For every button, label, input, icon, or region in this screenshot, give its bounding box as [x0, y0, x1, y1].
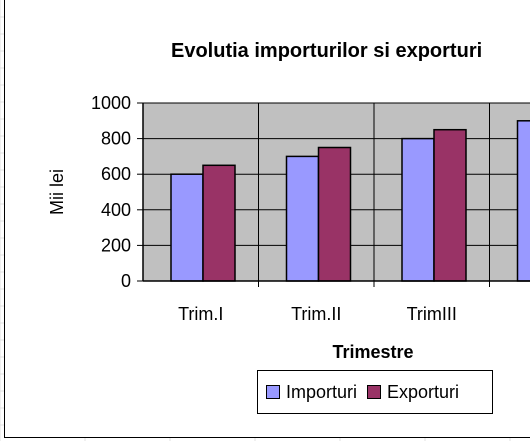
chart-object[interactable]: Evolutia importurilor si exporturi 1000 8…: [4, 0, 530, 438]
y-tick-label: 400: [101, 200, 131, 220]
y-tick-label: 600: [101, 164, 131, 184]
bar-exporturi-1: [317, 146, 352, 282]
bar-importuri-2: [401, 137, 435, 282]
bar-importuri-0: [170, 173, 204, 282]
bar-importuri-1: [285, 155, 320, 282]
legend-item-importuri: Importuri: [266, 382, 357, 403]
legend: Importuri Exporturi: [257, 370, 493, 414]
chart-canvas: Evolutia importurilor si exporturi 1000 8…: [47, 40, 530, 362]
x-axis-title: Trimestre: [332, 342, 413, 362]
legend-label-importuri: Importuri: [286, 381, 358, 402]
legend-label-exporturi: Exporturi: [387, 381, 460, 402]
y-tick-label: 1000: [91, 93, 131, 113]
y-tick-label: 0: [121, 271, 131, 291]
x-tick-label: Trim.II: [291, 304, 341, 324]
x-tick-label: Trim.I: [178, 304, 223, 324]
chart-title: Evolutia importurilor si exporturi: [171, 40, 482, 62]
y-tick-label: 200: [101, 235, 131, 255]
legend-swatch-importuri: [266, 385, 280, 399]
bar-exporturi-0: [202, 164, 236, 282]
bar-exporturi-2: [433, 128, 467, 282]
legend-item-exporturi: Exporturi: [367, 382, 459, 403]
y-tick-label: 800: [101, 129, 131, 149]
y-axis-title: Mii lei: [47, 169, 67, 215]
legend-swatch-exporturi: [367, 385, 382, 399]
x-tick-label: TrimIII: [407, 304, 457, 324]
bar-importuri-3: [516, 120, 530, 282]
